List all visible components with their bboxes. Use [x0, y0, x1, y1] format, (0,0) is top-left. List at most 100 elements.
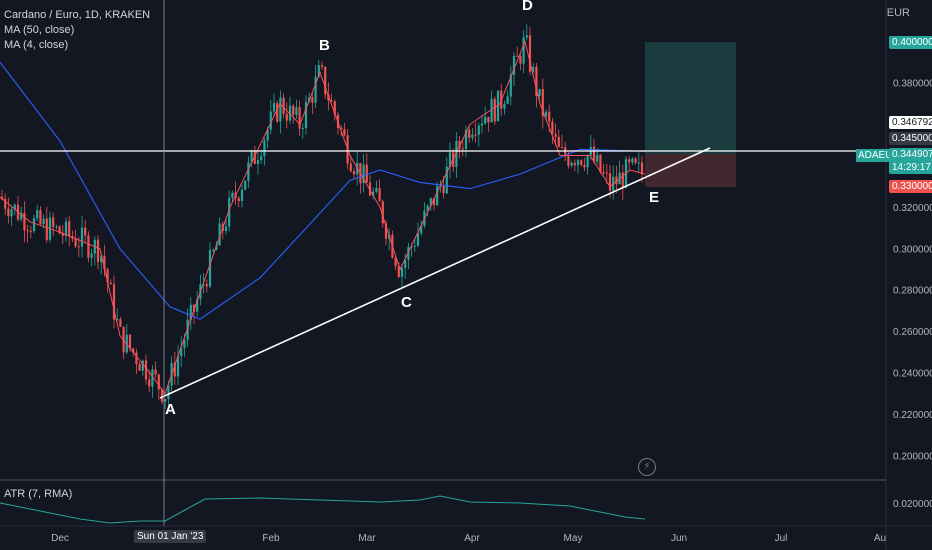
candle-body [77, 246, 80, 248]
price-tick: 0.200000 [893, 452, 932, 463]
candle-body [279, 97, 282, 122]
candle-body [628, 159, 631, 163]
candle-body [378, 188, 381, 202]
atr-legend[interactable]: ATR (7, RMA) [4, 488, 73, 500]
candle-body [381, 201, 384, 224]
candle-body [292, 105, 295, 115]
candle-body [471, 134, 474, 138]
candle-body [311, 97, 314, 103]
candle-body [160, 389, 164, 402]
candle-body [528, 35, 532, 72]
candle-body [333, 101, 336, 115]
time-tick: Au [874, 533, 886, 544]
candle-body [295, 107, 298, 115]
trendline[interactable] [159, 147, 711, 399]
time-tick: May [564, 533, 583, 544]
candle-body [445, 166, 448, 194]
candle-body [432, 198, 436, 206]
candle-body [484, 116, 487, 124]
candle-body [448, 152, 452, 167]
candle-body [304, 101, 308, 129]
candle-body [7, 208, 10, 217]
candle-body [64, 221, 68, 236]
candle-body [429, 198, 432, 206]
upper-price-tag: 0.346792 [889, 116, 932, 129]
candle-body [260, 156, 263, 161]
candle-body [144, 360, 148, 380]
candle-body [29, 230, 32, 232]
candle-body [576, 160, 580, 166]
ma4-legend[interactable]: MA (4, close) [4, 39, 69, 51]
candle-body [525, 35, 528, 38]
candle-body [132, 348, 135, 353]
pattern-label-d: D [522, 0, 533, 14]
candle-body [272, 103, 276, 112]
candle-body [573, 162, 576, 166]
candle-body [365, 164, 368, 183]
level-price-tag: 0.345000 [889, 132, 932, 145]
candle-body [20, 212, 23, 220]
candle-body [52, 217, 55, 227]
candle-body [224, 226, 228, 232]
candle-body [189, 304, 192, 320]
candle-body [4, 198, 7, 209]
candle-body [461, 148, 464, 150]
ma50-legend[interactable]: MA (50, close) [4, 24, 75, 36]
target-price-tag: 0.400000 [889, 36, 932, 49]
candle-body [215, 245, 218, 251]
candle-body [583, 164, 586, 168]
time-tick: Jun [671, 533, 687, 544]
candle-body [208, 250, 212, 287]
candle-body [154, 369, 157, 375]
candle-body [112, 284, 116, 320]
stop-price-tag: 0.330000 [889, 180, 932, 193]
time-tick: Mar [358, 533, 376, 544]
candle-body [487, 116, 490, 123]
pattern-label-b: B [319, 37, 330, 54]
candle-body [205, 284, 208, 287]
candle-body [349, 163, 352, 172]
candle-body [176, 356, 180, 377]
candle-body [631, 158, 634, 163]
atr-line [0, 495, 646, 524]
candle-body [61, 233, 64, 236]
lightning-icon[interactable]: ⚡ [638, 458, 656, 476]
atr-tick: 0.020000 [893, 499, 932, 510]
target-zone[interactable] [645, 42, 736, 154]
candle-body [228, 197, 231, 227]
candle-body [596, 154, 599, 162]
symbol-title[interactable]: Cardano / Euro, 1D, KRAKEN [4, 9, 151, 21]
candle-body [285, 113, 288, 121]
candle-body [564, 147, 567, 157]
time-axis-ticks: Dec Feb Mar Apr May Jun Jul Au [51, 533, 886, 544]
candle-body [186, 319, 189, 340]
ma4-line [0, 39, 646, 395]
last-price-tag: 0.344907 [889, 148, 932, 161]
candle-body [256, 160, 260, 164]
candle-body [36, 210, 39, 219]
candle-body [55, 226, 58, 228]
candle-body [608, 173, 612, 191]
candle-body [634, 158, 637, 163]
candle-body [45, 218, 48, 240]
candle-body [106, 269, 109, 283]
candle-body [490, 98, 493, 123]
time-tick: Dec [51, 533, 69, 544]
candle-body [244, 180, 247, 190]
candle-body [580, 160, 583, 165]
candle-body [372, 191, 375, 196]
candle-body [535, 66, 538, 97]
pattern-label-e: E [649, 189, 659, 206]
candle-body [192, 304, 196, 312]
candle-body [551, 121, 554, 135]
price-tick: 0.320000 [893, 203, 932, 214]
candle-body [436, 185, 439, 206]
candle-body [183, 339, 186, 349]
price-tick: 0.300000 [893, 244, 932, 255]
candle-body [164, 398, 167, 402]
pattern-label-a: A [165, 401, 176, 418]
candle-body [474, 134, 477, 136]
candle-body [39, 210, 42, 225]
candle-body [407, 247, 410, 260]
